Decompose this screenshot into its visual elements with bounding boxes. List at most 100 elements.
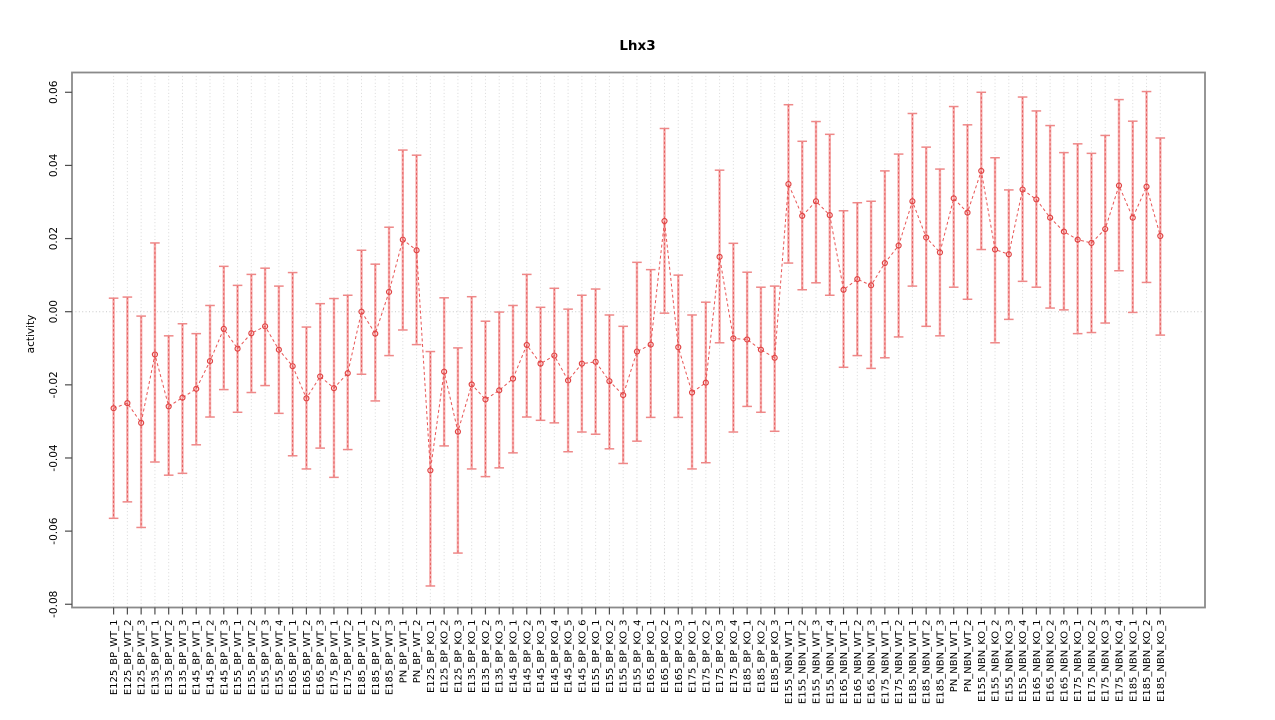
svg-text:E175_NBN_WT_1: E175_NBN_WT_1	[880, 620, 891, 705]
data-point	[427, 467, 434, 474]
data-point	[867, 282, 875, 289]
svg-text:E135_BP_WT_1: E135_BP_WT_1	[150, 620, 161, 696]
data-point	[289, 363, 296, 370]
svg-text:E165_NBN_KO_2: E165_NBN_KO_2	[1046, 620, 1057, 702]
svg-text:E155_NBN_WT_2: E155_NBN_WT_2	[798, 620, 809, 705]
svg-text:E145_BP_KO_6: E145_BP_KO_6	[577, 620, 588, 694]
svg-text:E175_BP_WT_2: E175_BP_WT_2	[343, 620, 354, 696]
svg-text:E175_NBN_WT_2: E175_NBN_WT_2	[894, 620, 905, 705]
svg-text:E175_BP_WT_1: E175_BP_WT_1	[329, 620, 340, 696]
data-point	[1033, 196, 1040, 203]
svg-text:E145_BP_KO_2: E145_BP_KO_2	[522, 620, 533, 694]
svg-text:E125_BP_KO_2: E125_BP_KO_2	[440, 620, 451, 694]
svg-text:E185_NBN_WT_3: E185_NBN_WT_3	[935, 620, 946, 705]
svg-text:PN_NBN_WT_2: PN_NBN_WT_2	[963, 620, 974, 693]
data-point	[151, 351, 159, 358]
svg-text:E155_NBN_WT_4: E155_NBN_WT_4	[825, 620, 836, 705]
svg-text:-0.02: -0.02	[48, 371, 60, 398]
data-point	[688, 389, 696, 396]
data-point	[275, 346, 282, 353]
svg-text:-0.06: -0.06	[48, 517, 60, 544]
gridlines	[113, 72, 1161, 608]
x-axis: E125_BP_WT_1 E125_BP_WT_2 E125_BP_WT_3 E135…	[109, 607, 1167, 705]
data-point	[1157, 232, 1164, 240]
y-axis: 0.06 0.04 0.02 0.00 -0.02 -0.04 -0.06 -0.08	[48, 80, 72, 618]
data-point	[261, 323, 269, 330]
data-point	[138, 419, 145, 426]
svg-text:E165_BP_WT_3: E165_BP_WT_3	[316, 620, 327, 696]
data-point	[358, 308, 365, 315]
svg-text:E175_BP_KO_4: E175_BP_KO_4	[729, 620, 740, 694]
data-point	[647, 341, 654, 348]
svg-text:E155_NBN_WT_1: E155_NBN_WT_1	[784, 620, 795, 705]
data-point	[344, 370, 351, 377]
chart-title: Lhx3	[619, 38, 656, 54]
data-point	[206, 357, 214, 365]
svg-text:E185_NBN_KO_2: E185_NBN_KO_2	[1142, 620, 1153, 702]
svg-text:E185_BP_WT_1: E185_BP_WT_1	[357, 620, 368, 696]
data-point	[592, 358, 599, 365]
data-point	[413, 247, 420, 254]
svg-text:E155_BP_WT_1: E155_BP_WT_1	[233, 620, 244, 696]
data-point	[385, 288, 393, 296]
svg-text:E155_BP_WT_3: E155_BP_WT_3	[261, 620, 272, 696]
svg-text:E165_NBN_KO_1: E165_NBN_KO_1	[1032, 620, 1043, 702]
data-point	[620, 391, 627, 399]
svg-text:E125_BP_WT_2: E125_BP_WT_2	[123, 620, 134, 696]
data-point	[509, 375, 517, 382]
data-point	[1047, 214, 1054, 221]
data-point	[978, 167, 985, 175]
svg-text:E165_NBN_WT_3: E165_NBN_WT_3	[867, 620, 878, 705]
data-point	[606, 378, 613, 385]
data-point	[523, 341, 530, 349]
data-point	[551, 352, 558, 359]
svg-text:E135_BP_KO_2: E135_BP_KO_2	[481, 620, 492, 694]
svg-text:-0.08: -0.08	[48, 591, 60, 618]
data-point	[330, 385, 338, 392]
svg-text:E145_BP_KO_4: E145_BP_KO_4	[550, 620, 561, 694]
svg-text:-0.04: -0.04	[48, 444, 60, 471]
svg-text:E155_NBN_WT_3: E155_NBN_WT_3	[811, 620, 822, 705]
data-point	[578, 360, 585, 367]
data-point	[165, 403, 172, 410]
svg-text:E165_BP_WT_1: E165_BP_WT_1	[288, 620, 299, 696]
data-point	[372, 330, 379, 337]
data-point	[675, 344, 682, 351]
svg-text:E155_BP_WT_2: E155_BP_WT_2	[247, 620, 258, 696]
data-point	[923, 234, 930, 241]
svg-text:E155_BP_WT_4: E155_BP_WT_4	[274, 620, 285, 696]
data-point	[757, 346, 765, 353]
svg-text:PN_NBN_WT_1: PN_NBN_WT_1	[949, 620, 960, 693]
svg-text:E145_BP_KO_3: E145_BP_KO_3	[536, 620, 547, 694]
svg-text:E155_NBN_KO_4: E155_NBN_KO_4	[1018, 620, 1029, 702]
svg-text:E125_BP_WT_3: E125_BP_WT_3	[137, 620, 148, 696]
svg-text:E175_NBN_KO_1: E175_NBN_KO_1	[1073, 620, 1084, 702]
svg-text:E125_BP_WT_1: E125_BP_WT_1	[109, 620, 120, 696]
data-point	[840, 286, 847, 293]
svg-text:E155_BP_KO_3: E155_BP_KO_3	[619, 620, 630, 694]
data-point	[771, 354, 778, 361]
data-point	[1005, 251, 1012, 258]
data-point	[399, 236, 406, 243]
svg-text:E135_BP_WT_2: E135_BP_WT_2	[164, 620, 175, 696]
svg-text:E135_BP_WT_3: E135_BP_WT_3	[178, 620, 189, 696]
svg-text:E145_BP_KO_5: E145_BP_KO_5	[564, 620, 575, 694]
svg-text:E165_BP_KO_3: E165_BP_KO_3	[674, 620, 685, 694]
data-point	[799, 212, 806, 219]
data-point	[936, 249, 944, 256]
data-point	[785, 180, 792, 188]
svg-text:E175_BP_KO_1: E175_BP_KO_1	[688, 620, 699, 694]
data-point	[826, 212, 833, 219]
data-point	[220, 325, 227, 332]
data-point	[303, 395, 310, 402]
svg-text:E185_BP_KO_1: E185_BP_KO_1	[743, 620, 754, 694]
data-point	[537, 360, 544, 367]
svg-text:E175_NBN_KO_2: E175_NBN_KO_2	[1087, 620, 1098, 702]
svg-text:E185_NBN_WT_1: E185_NBN_WT_1	[908, 620, 919, 705]
data-point	[193, 385, 200, 392]
markers	[110, 167, 1164, 474]
data-point	[1115, 182, 1123, 189]
svg-text:E135_BP_KO_3: E135_BP_KO_3	[495, 620, 506, 694]
